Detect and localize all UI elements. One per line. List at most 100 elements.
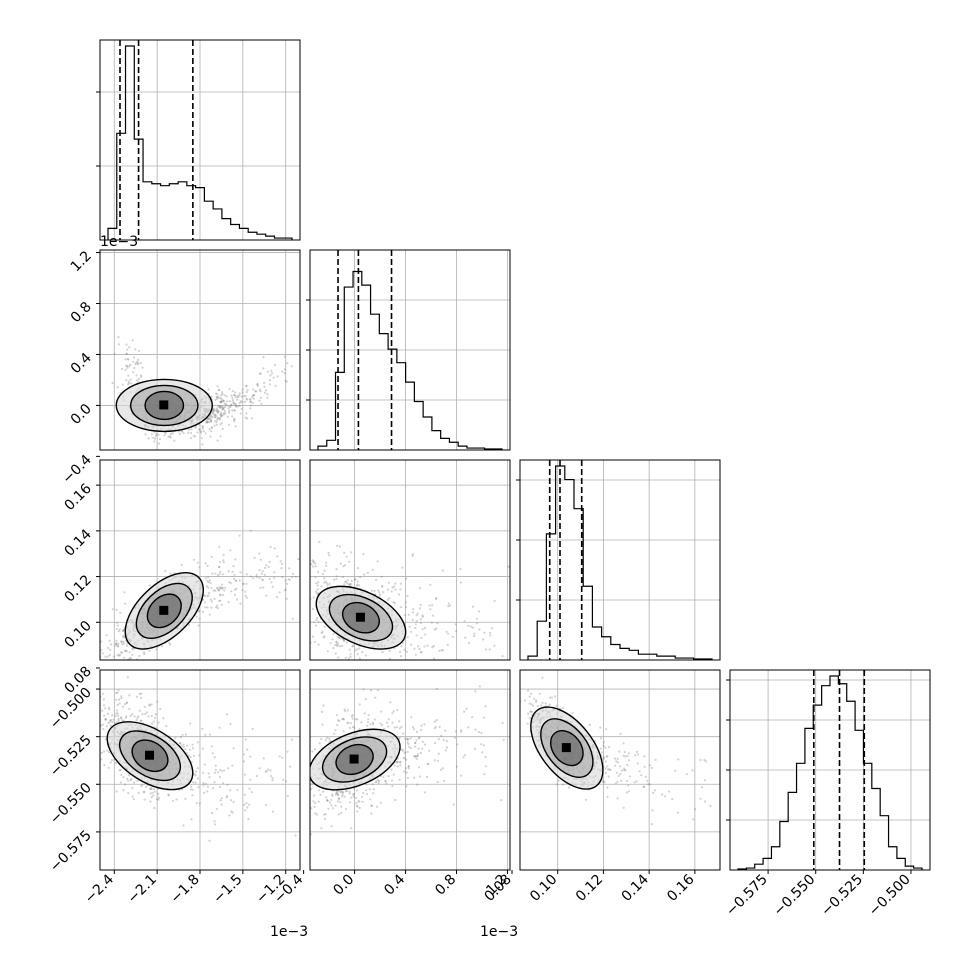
scatter-point xyxy=(125,701,128,704)
scatter-point xyxy=(204,782,208,786)
scatter-point xyxy=(251,417,254,420)
scatter-point xyxy=(302,545,304,547)
scatter-point xyxy=(332,646,335,650)
scatter-point xyxy=(237,396,240,399)
scatter-point xyxy=(484,705,487,708)
scatter-point xyxy=(312,565,315,568)
scatter-point xyxy=(266,396,269,399)
scatter-point xyxy=(126,777,129,780)
scatter-point xyxy=(216,586,219,589)
scatter-point xyxy=(391,784,394,788)
scatter-point xyxy=(144,433,147,436)
scatter-point xyxy=(155,648,158,651)
scatter-point xyxy=(635,750,639,754)
scatter-point xyxy=(123,656,126,659)
scatter-point xyxy=(116,621,119,624)
scatter-point xyxy=(501,721,504,725)
scatter-point xyxy=(235,587,238,590)
scatter-point xyxy=(404,767,407,770)
scatter-point xyxy=(493,599,496,602)
scatter-point xyxy=(410,643,413,647)
scatter-point xyxy=(130,382,133,385)
scatter-point xyxy=(207,594,210,597)
scatter-point xyxy=(223,394,226,397)
scatter-point xyxy=(369,798,372,801)
scatter-point xyxy=(109,724,112,727)
scatter-point xyxy=(406,750,409,754)
scatter-point xyxy=(353,578,356,581)
scatter-point xyxy=(391,586,394,589)
scatter-point xyxy=(130,778,133,781)
scatter-point xyxy=(426,644,429,647)
scatter-point xyxy=(230,394,233,397)
scatter-point xyxy=(271,779,274,782)
scatter-point xyxy=(188,748,191,751)
scatter-point xyxy=(91,715,93,717)
scatter-point xyxy=(445,740,448,743)
scatter-point xyxy=(210,414,213,417)
scatter-point xyxy=(411,619,414,622)
scatter-point xyxy=(368,788,371,791)
scatter-point xyxy=(644,775,648,778)
scatter-point xyxy=(195,770,198,773)
scatter-point xyxy=(343,708,346,711)
scatter-point xyxy=(114,644,117,647)
scatter-point xyxy=(411,726,415,729)
scatter-point xyxy=(126,358,129,361)
scatter-point xyxy=(420,651,423,654)
scatter-point xyxy=(544,702,547,705)
scatter-point xyxy=(342,718,345,721)
scatter-point xyxy=(182,743,185,746)
scatter-point xyxy=(343,551,346,555)
scatter-point xyxy=(101,678,103,680)
scatter-point xyxy=(235,579,238,582)
scatter-point xyxy=(345,641,348,644)
scatter-point xyxy=(316,584,319,587)
scatter-point xyxy=(198,428,201,431)
scatter-point xyxy=(158,438,162,441)
histogram-panel-4 xyxy=(726,669,931,871)
scatter-point xyxy=(127,779,130,782)
scatter-point xyxy=(317,581,320,584)
scatter-point xyxy=(736,802,738,804)
scatter-point xyxy=(228,814,231,817)
scatter-point xyxy=(124,649,127,652)
scatter-point xyxy=(90,686,92,688)
scatter-point xyxy=(471,852,473,854)
scatter-point xyxy=(221,427,224,431)
scatter-point xyxy=(270,581,273,584)
scatter-point xyxy=(555,704,558,708)
scatter-point xyxy=(317,789,321,792)
scatter-point xyxy=(338,636,341,639)
scatter-point xyxy=(304,578,306,580)
scatter-point xyxy=(212,787,215,790)
scatter-point xyxy=(233,573,236,576)
scatter-point xyxy=(340,805,343,808)
scatter-point xyxy=(348,560,351,563)
scatter-point xyxy=(222,561,225,564)
scatter-point xyxy=(420,636,423,640)
scatter-point xyxy=(233,588,237,591)
scatter-point xyxy=(353,726,356,730)
scatter-point xyxy=(386,588,390,591)
scatter-point xyxy=(246,748,249,751)
scatter-point xyxy=(116,712,119,715)
scatter-point xyxy=(138,709,141,712)
scatter-point xyxy=(411,553,414,556)
scatter-point xyxy=(622,754,625,757)
scatter-point xyxy=(248,397,251,401)
scatter-point xyxy=(493,644,496,647)
scatter-point xyxy=(311,608,314,611)
scatter-point xyxy=(279,560,282,563)
scatter-point xyxy=(622,742,625,745)
scatter-point xyxy=(416,754,419,758)
scatter-point xyxy=(245,412,248,415)
scatter-point xyxy=(306,625,308,627)
scatter-point xyxy=(411,663,413,665)
scatter-point xyxy=(572,638,574,640)
scatter-point xyxy=(218,406,221,409)
scatter-point xyxy=(409,737,412,740)
scatter-point xyxy=(206,790,209,793)
scatter-point xyxy=(228,400,231,403)
scatter-point xyxy=(416,755,419,758)
